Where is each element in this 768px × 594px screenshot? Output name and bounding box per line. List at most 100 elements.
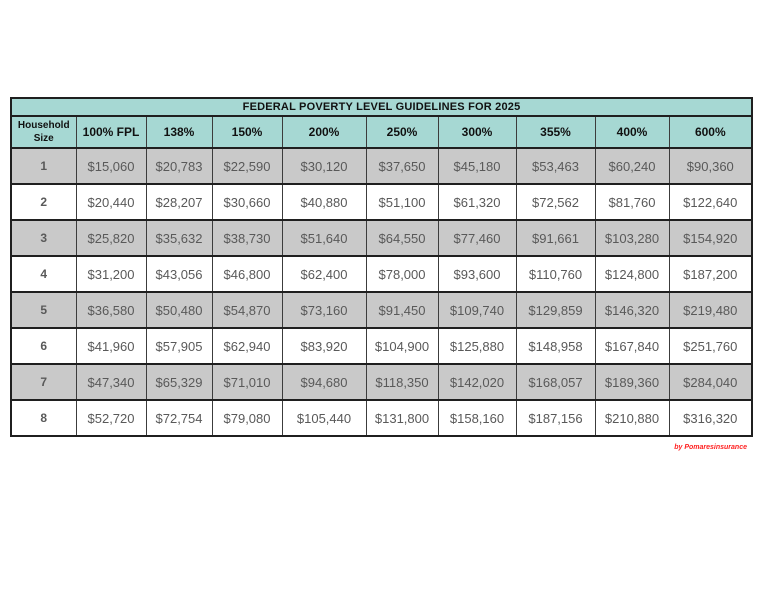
table-row: 5 $36,580 $50,480 $54,870 $73,160 $91,450 $109…	[10, 291, 753, 329]
column-header-household-size: Household Size	[10, 116, 77, 149]
fpl-table-container: FEDERAL POVERTY LEVEL GUIDELINES FOR 202…	[10, 97, 754, 451]
column-header-150: 150%	[211, 116, 283, 149]
amount-cell: $187,200	[668, 255, 753, 293]
table-row: 4 $31,200 $43,056 $46,800 $62,400 $78,000 $93,…	[10, 255, 753, 293]
table-row: 6 $41,960 $57,905 $62,940 $83,920 $104,900 $12…	[10, 327, 753, 365]
amount-cell: $61,320	[437, 183, 517, 221]
amount-cell: $20,783	[145, 147, 213, 185]
amount-cell: $62,400	[281, 255, 367, 293]
column-header-355: 355%	[515, 116, 596, 149]
column-header-138: 138%	[145, 116, 213, 149]
amount-cell: $30,660	[211, 183, 283, 221]
household-size-cell: 1	[10, 147, 77, 185]
amount-cell: $124,800	[594, 255, 670, 293]
amount-cell: $73,160	[281, 291, 367, 329]
fpl-guidelines-table: FEDERAL POVERTY LEVEL GUIDELINES FOR 202…	[10, 97, 754, 437]
amount-cell: $284,040	[668, 363, 753, 401]
amount-cell: $57,905	[145, 327, 213, 365]
amount-cell: $51,640	[281, 219, 367, 257]
amount-cell: $47,340	[75, 363, 147, 401]
amount-cell: $146,320	[594, 291, 670, 329]
amount-cell: $154,920	[668, 219, 753, 257]
amount-cell: $20,440	[75, 183, 147, 221]
amount-cell: $90,360	[668, 147, 753, 185]
amount-cell: $53,463	[515, 147, 596, 185]
amount-cell: $81,760	[594, 183, 670, 221]
column-header-200: 200%	[281, 116, 367, 149]
amount-cell: $31,200	[75, 255, 147, 293]
table-row: 3 $25,820 $35,632 $38,730 $51,640 $64,550 $77,…	[10, 219, 753, 257]
amount-cell: $46,800	[211, 255, 283, 293]
amount-cell: $54,870	[211, 291, 283, 329]
column-header-100-fpl: 100% FPL	[75, 116, 147, 149]
household-size-cell: 5	[10, 291, 77, 329]
amount-cell: $93,600	[437, 255, 517, 293]
amount-cell: $91,450	[365, 291, 439, 329]
amount-cell: $28,207	[145, 183, 213, 221]
amount-cell: $45,180	[437, 147, 517, 185]
table-title: FEDERAL POVERTY LEVEL GUIDELINES FOR 202…	[11, 98, 753, 117]
amount-cell: $78,000	[365, 255, 439, 293]
amount-cell: $148,958	[515, 327, 596, 365]
credit-text: by Pomaresinsurance	[674, 444, 747, 451]
amount-cell: $51,100	[365, 183, 439, 221]
amount-cell: $60,240	[594, 147, 670, 185]
column-header-300: 300%	[437, 116, 517, 149]
table-body: 1 $15,060 $20,783 $22,590 $30,120 $37,650 $45,…	[10, 147, 753, 437]
amount-cell: $129,859	[515, 291, 596, 329]
amount-cell: $110,760	[515, 255, 596, 293]
amount-cell: $22,590	[211, 147, 283, 185]
household-size-cell: 6	[10, 327, 77, 365]
amount-cell: $189,360	[594, 363, 670, 401]
amount-cell: $131,800	[365, 399, 439, 437]
amount-cell: $104,900	[365, 327, 439, 365]
table-title-row: FEDERAL POVERTY LEVEL GUIDELINES FOR 202…	[11, 98, 753, 117]
amount-cell: $52,720	[75, 399, 147, 437]
column-header-250: 250%	[365, 116, 439, 149]
amount-cell: $158,160	[437, 399, 517, 437]
amount-cell: $142,020	[437, 363, 517, 401]
amount-cell: $65,329	[145, 363, 213, 401]
amount-cell: $30,120	[281, 147, 367, 185]
table-row: 1 $15,060 $20,783 $22,590 $30,120 $37,650 $45,…	[10, 147, 753, 185]
column-header-600: 600%	[668, 116, 753, 149]
amount-cell: $105,440	[281, 399, 367, 437]
amount-cell: $35,632	[145, 219, 213, 257]
amount-cell: $79,080	[211, 399, 283, 437]
amount-cell: $15,060	[75, 147, 147, 185]
amount-cell: $109,740	[437, 291, 517, 329]
household-size-cell: 4	[10, 255, 77, 293]
amount-cell: $219,480	[668, 291, 753, 329]
amount-cell: $210,880	[594, 399, 670, 437]
amount-cell: $72,562	[515, 183, 596, 221]
amount-cell: $167,840	[594, 327, 670, 365]
household-size-cell: 3	[10, 219, 77, 257]
amount-cell: $316,320	[668, 399, 753, 437]
household-size-cell: 8	[10, 399, 77, 437]
household-size-cell: 2	[10, 183, 77, 221]
amount-cell: $41,960	[75, 327, 147, 365]
amount-cell: $77,460	[437, 219, 517, 257]
amount-cell: $36,580	[75, 291, 147, 329]
amount-cell: $94,680	[281, 363, 367, 401]
table-row: 8 $52,720 $72,754 $79,080 $105,440 $131,800 $1…	[10, 399, 753, 437]
amount-cell: $118,350	[365, 363, 439, 401]
table-row: 2 $20,440 $28,207 $30,660 $40,880 $51,100 $61,…	[10, 183, 753, 221]
amount-cell: $43,056	[145, 255, 213, 293]
amount-cell: $62,940	[211, 327, 283, 365]
amount-cell: $125,880	[437, 327, 517, 365]
amount-cell: $103,280	[594, 219, 670, 257]
amount-cell: $122,640	[668, 183, 753, 221]
amount-cell: $64,550	[365, 219, 439, 257]
amount-cell: $72,754	[145, 399, 213, 437]
amount-cell: $38,730	[211, 219, 283, 257]
amount-cell: $187,156	[515, 399, 596, 437]
amount-cell: $71,010	[211, 363, 283, 401]
amount-cell: $91,661	[515, 219, 596, 257]
table-header-row: Household Size 100% FPL 138% 150% 200% 250% 30…	[10, 116, 753, 149]
amount-cell: $40,880	[281, 183, 367, 221]
amount-cell: $50,480	[145, 291, 213, 329]
table-row: 7 $47,340 $65,329 $71,010 $94,680 $118,350 $14…	[10, 363, 753, 401]
amount-cell: $25,820	[75, 219, 147, 257]
amount-cell: $83,920	[281, 327, 367, 365]
